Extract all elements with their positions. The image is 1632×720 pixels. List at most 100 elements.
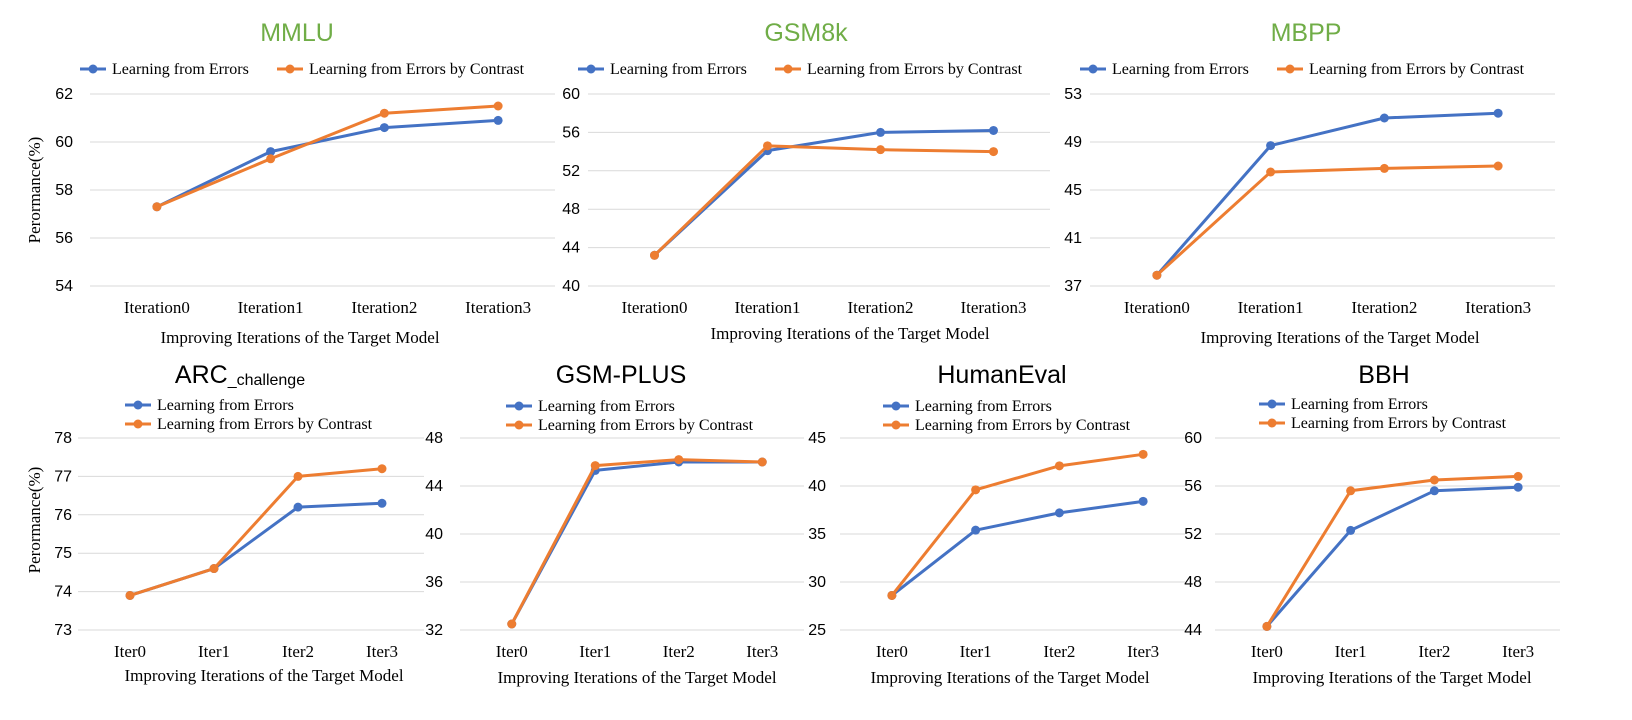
series-line (1155, 111, 1500, 277)
data-point (293, 502, 303, 512)
data-point (1266, 141, 1276, 151)
y-tick-label: 40 (425, 526, 443, 543)
data-point (650, 250, 659, 260)
x-axis-label: Improving Iterations of the Target Model (710, 324, 989, 343)
y-axis-label: Perormance(%) (25, 467, 44, 574)
y-tick-label: 44 (562, 240, 580, 257)
y-tick-label: 45 (808, 430, 826, 447)
y-tick-label: 37 (1064, 278, 1082, 295)
legend-label: Learning from Errors (610, 61, 747, 78)
series-line (1265, 485, 1520, 628)
legend-label: Learning from Errors (915, 398, 1052, 415)
legend-label: Learning from Errors by Contrast (157, 416, 373, 433)
legend-label: Learning from Errors by Contrast (807, 61, 1023, 78)
x-tick-label: Iteration3 (465, 298, 531, 317)
data-point (1138, 449, 1148, 459)
y-tick-label: 74 (54, 584, 72, 601)
x-tick-label: Iter1 (1335, 642, 1367, 661)
x-tick-label: Iter3 (1127, 642, 1159, 661)
data-point (1513, 482, 1523, 492)
chart-title: ARC_challenge (175, 361, 305, 389)
x-tick-label: Iter2 (282, 642, 314, 661)
data-point (674, 455, 684, 465)
legend-marker (133, 400, 143, 410)
y-tick-label: 44 (425, 478, 443, 495)
data-point (887, 590, 897, 600)
x-tick-label: Iter3 (366, 642, 398, 661)
y-tick-label: 52 (562, 163, 580, 180)
chart-0: MMLU 54 56 58 60 62 Iteration0 Iteration1 Iterat… (25, 19, 555, 347)
legend-marker (514, 420, 524, 430)
data-point (757, 457, 767, 467)
legend-marker (891, 420, 901, 430)
data-point (377, 498, 387, 508)
y-tick-label: 48 (425, 430, 443, 447)
legend-marker (1088, 64, 1098, 74)
legend-marker (1267, 399, 1277, 409)
legend-marker (1285, 64, 1295, 74)
y-tick-label: 73 (54, 622, 72, 639)
x-axis-label: Improving Iterations of the Target Model (870, 668, 1149, 687)
data-point (1379, 113, 1389, 123)
legend-marker (891, 401, 901, 411)
legend-label: Learning from Errors (1291, 396, 1428, 413)
x-tick-label: Iter1 (198, 642, 230, 661)
y-axis-label: Perormance(%) (25, 137, 44, 244)
data-point (266, 154, 276, 164)
legend-label: Learning from Errors by Contrast (1291, 415, 1507, 432)
data-point (1266, 167, 1276, 177)
data-point (379, 123, 389, 133)
y-tick-label: 56 (55, 230, 73, 247)
y-tick-label: 60 (562, 86, 580, 103)
y-tick-label: 45 (1064, 182, 1082, 199)
y-tick-label: 41 (1064, 230, 1082, 247)
series-line (1155, 164, 1500, 277)
legend-marker (514, 401, 524, 411)
x-tick-label: Iteration2 (351, 298, 417, 317)
x-tick-label: Iteration0 (124, 298, 190, 317)
data-point (152, 202, 162, 212)
y-tick-label: 53 (1064, 86, 1082, 103)
y-tick-label: 77 (54, 468, 72, 485)
legend-label: Learning from Errors (1112, 61, 1249, 78)
x-tick-label: Iter2 (1043, 642, 1075, 661)
x-tick-label: Iter3 (746, 642, 778, 661)
y-tick-label: 76 (54, 507, 72, 524)
legend-marker (1267, 418, 1277, 428)
chart-title: MMLU (260, 19, 334, 47)
x-tick-label: Iteration1 (238, 298, 304, 317)
chart-title: MBPP (1271, 19, 1342, 47)
data-point (876, 145, 885, 155)
series-line (128, 467, 384, 597)
series-line (890, 499, 1145, 597)
series-line (510, 458, 764, 626)
legend-marker (88, 64, 98, 74)
series-line (890, 452, 1145, 597)
series-line (155, 104, 500, 209)
x-tick-label: Iteration2 (847, 298, 913, 317)
data-point (493, 101, 503, 111)
y-tick-label: 35 (808, 526, 826, 543)
data-point (989, 125, 998, 135)
data-point (379, 108, 389, 118)
legend-label: Learning from Errors by Contrast (1309, 61, 1525, 78)
y-tick-label: 48 (562, 201, 580, 218)
y-tick-label: 56 (562, 124, 580, 141)
data-point (1054, 508, 1064, 518)
data-point (507, 619, 517, 629)
y-tick-label: 40 (808, 478, 826, 495)
legend-label: Learning from Errors (112, 61, 249, 78)
x-tick-label: Iteration2 (1351, 298, 1417, 317)
legend-marker (783, 64, 793, 74)
data-point (377, 464, 387, 474)
x-tick-label: Iteration3 (960, 298, 1026, 317)
legend-label: Learning from Errors (157, 397, 294, 414)
data-point (1513, 471, 1523, 481)
data-point (1054, 461, 1064, 471)
x-axis-label: Improving Iterations of the Target Model (1252, 668, 1531, 687)
x-tick-label: Iter0 (1251, 642, 1283, 661)
data-point (971, 525, 981, 535)
data-point (209, 564, 219, 574)
y-tick-label: 36 (425, 574, 443, 591)
data-point (293, 471, 303, 481)
